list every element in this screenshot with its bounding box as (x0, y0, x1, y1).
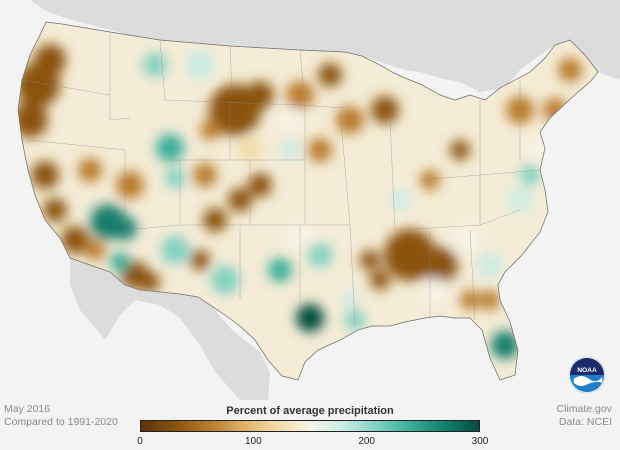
precip-cell (143, 53, 167, 77)
precip-cell (211, 266, 239, 294)
precip-cell (336, 106, 364, 134)
precip-cell (280, 140, 300, 160)
legend-tick: 0 (137, 436, 143, 447)
precip-cell (228, 188, 252, 212)
state-boundary (339, 109, 351, 226)
noaa-logo: NOAA (568, 356, 606, 394)
precip-cell (78, 158, 102, 182)
precip-cell (165, 168, 185, 188)
precip-cell (318, 63, 342, 87)
state-boundary (21, 79, 111, 96)
neighbor-land (0, 0, 620, 400)
precip-cell (200, 120, 220, 140)
contiguous-us (17, 21, 599, 381)
precip-cell (308, 138, 332, 162)
legend-title: Percent of average precipitation (226, 405, 394, 417)
gull-icon (573, 375, 603, 387)
precip-cell (161, 236, 189, 264)
legend-tick: 300 (471, 436, 489, 447)
source-text: Data: NCEI (558, 415, 612, 428)
precip-cell (450, 140, 470, 160)
precip-cell (190, 250, 210, 270)
precip-cell (558, 58, 582, 82)
precip-cell (491, 331, 519, 359)
legend-colorbar (140, 420, 480, 432)
precip-cell (508, 188, 532, 212)
precip-cell (420, 170, 440, 190)
map-meta-left: May 2016 Compared to 1991-2020 (4, 403, 118, 428)
map-date: May 2016 (4, 403, 51, 415)
state-boundary (389, 119, 396, 231)
precip-cell (156, 134, 184, 162)
state-boundary (159, 39, 166, 101)
us-outline (17, 21, 599, 381)
precip-cell (61, 226, 89, 254)
precip-cell (34, 44, 66, 76)
precip-cell (193, 163, 217, 187)
map-baseline: Compared to 1991-2020 (4, 415, 118, 428)
precip-cell (238, 138, 262, 162)
legend-tick: 100 (244, 436, 262, 447)
precip-cell (345, 310, 365, 330)
precip-cell (43, 198, 67, 222)
precip-cell (18, 102, 48, 138)
precip-cell (268, 258, 292, 282)
state-boundary (349, 224, 356, 326)
precip-cell (85, 240, 105, 260)
state-boundaries (21, 32, 541, 330)
precip-cell (308, 243, 332, 267)
precip-cell (460, 290, 480, 310)
precip-cell (31, 161, 59, 189)
state-boundary (469, 229, 476, 321)
precip-cell (422, 247, 458, 283)
precipitation-map (0, 0, 620, 400)
noaa-logo-text: NOAA (577, 367, 597, 374)
precip-cell (451, 226, 479, 254)
state-boundary (164, 99, 346, 109)
precip-cell (140, 272, 160, 292)
state-boundary (27, 139, 126, 151)
precip-cell (423, 278, 447, 302)
precip-cell (371, 96, 399, 124)
precip-cell (370, 270, 390, 290)
precip-cell (480, 290, 500, 310)
precip-cell (520, 165, 540, 185)
precip-cell (246, 81, 274, 109)
canada-land (0, 0, 620, 92)
precip-cell (478, 253, 502, 277)
precip-cell (248, 173, 272, 197)
precip-cell (543, 98, 567, 122)
precip-cell (528, 138, 552, 162)
mexico-land (70, 258, 270, 400)
precip-cell (390, 190, 410, 210)
precip-cell (278, 108, 302, 132)
precip-cell (116, 171, 144, 199)
map-meta-right: Climate.gov Data: NCEI (557, 403, 612, 428)
precip-cell (360, 250, 380, 270)
precip-cell (342, 292, 358, 308)
credit-text: Climate.gov (556, 403, 612, 415)
precip-cell (296, 304, 324, 332)
precip-cell (186, 51, 214, 79)
state-boundary (109, 32, 131, 121)
state-boundary (299, 49, 306, 106)
precip-cell (203, 208, 227, 232)
precip-cell (110, 252, 130, 272)
state-boundary (229, 45, 233, 96)
legend-tick: 200 (358, 436, 375, 447)
precip-cell (286, 81, 314, 109)
